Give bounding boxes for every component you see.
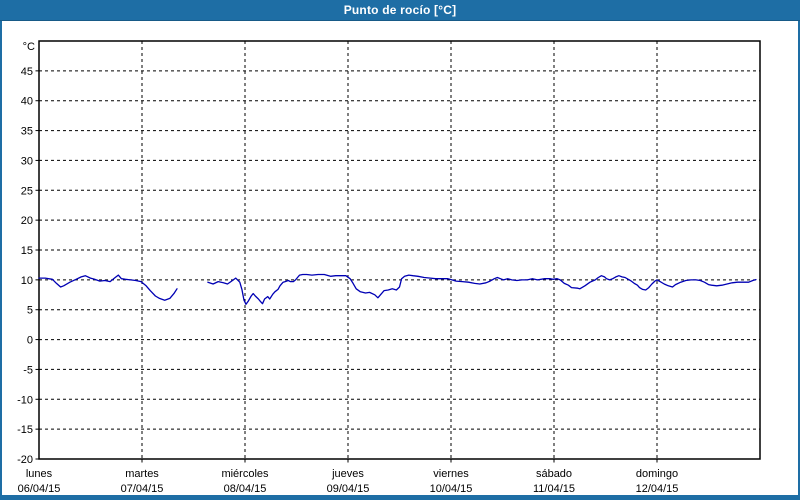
y-axis-tick-label: -15: [17, 424, 33, 436]
x-axis-day-date: 07/04/15: [121, 483, 164, 495]
x-axis-day-date: 09/04/15: [327, 483, 370, 495]
x-axis-day-name: martes: [125, 468, 159, 480]
y-axis-tick-label: 30: [21, 155, 33, 167]
x-axis-day-date: 10/04/15: [430, 483, 473, 495]
y-axis-tick-label: -20: [17, 454, 33, 466]
y-axis-tick-label: 5: [27, 305, 33, 317]
y-axis-tick-label: 0: [27, 335, 33, 347]
y-axis-tick-label: -10: [17, 394, 33, 406]
y-axis-tick-label: 40: [21, 96, 33, 108]
x-axis-day-name: domingo: [636, 468, 678, 480]
dewpoint-series-line: [207, 273, 757, 305]
x-axis-day-date: 12/04/15: [636, 483, 679, 495]
y-axis-tick-label: 35: [21, 126, 33, 138]
x-axis-day-name: viernes: [433, 468, 469, 480]
window-title: Punto de rocío [°C]: [343, 3, 457, 17]
y-axis-tick-label: -5: [23, 364, 33, 376]
x-axis-day-name: miércoles: [221, 468, 269, 480]
y-axis-tick-label: 45: [21, 66, 33, 78]
window-titlebar: Punto de rocío [°C]: [0, 0, 800, 21]
y-axis-unit-label: °C: [23, 41, 35, 53]
x-axis-day-date: 11/04/15: [533, 483, 575, 495]
x-axis-day-name: sábado: [536, 468, 572, 480]
y-axis-tick-label: 20: [21, 215, 33, 227]
x-axis-day-date: 06/04/15: [18, 483, 61, 495]
dewpoint-series-line: [38, 274, 178, 301]
x-axis-day-name: lunes: [26, 468, 53, 480]
y-axis-tick-label: 25: [21, 185, 33, 197]
x-axis-day-name: jueves: [331, 468, 364, 480]
x-axis-day-date: 08/04/15: [224, 483, 267, 495]
y-axis-tick-label: 15: [21, 245, 33, 257]
y-axis-tick-label: 10: [21, 275, 33, 287]
